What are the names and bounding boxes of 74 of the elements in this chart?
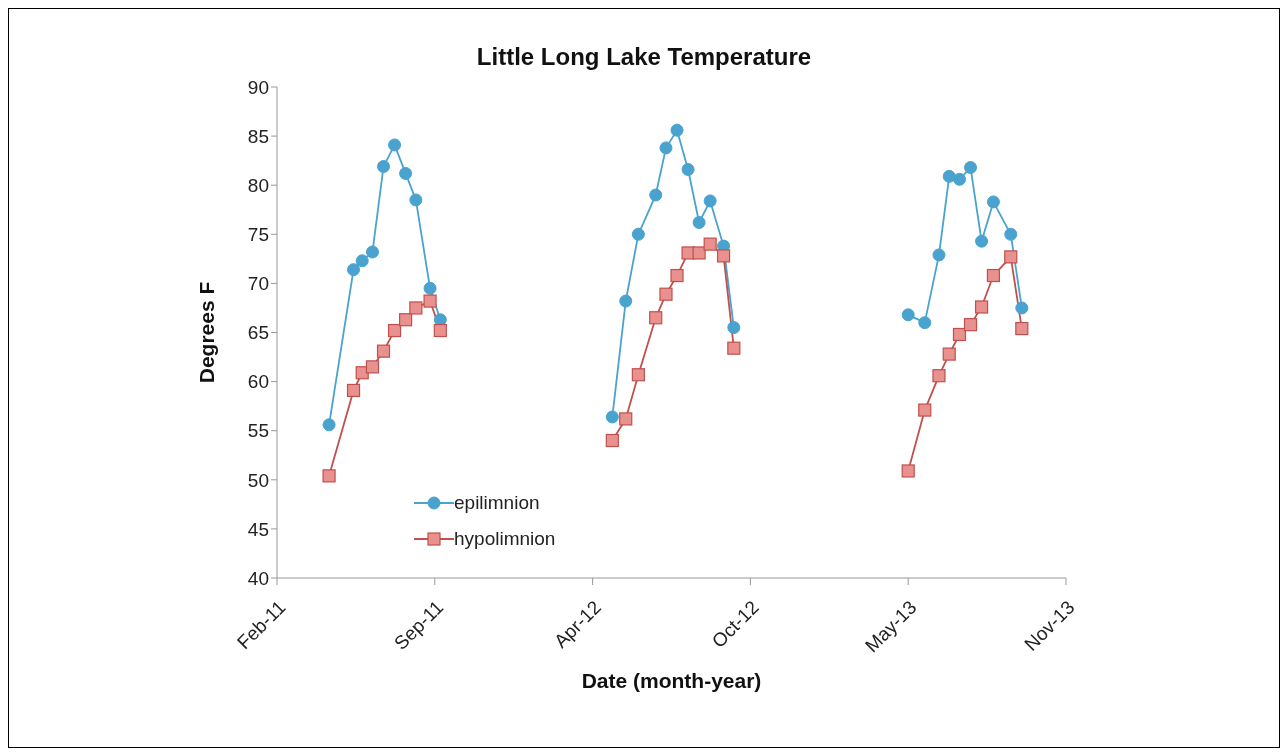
point [952,172,966,186]
y-tick-label: 70 [247,273,269,295]
point [365,360,380,374]
point [659,141,673,155]
point [918,316,932,330]
point [399,313,413,327]
y-tick-label: 50 [247,469,269,491]
point [605,433,619,448]
point [1015,321,1029,336]
y-tick-label: 55 [247,420,269,442]
point [355,254,369,268]
point [1004,227,1018,241]
point [986,268,1001,283]
point [974,300,989,314]
y-tick-label: 75 [247,224,269,246]
point [619,412,633,426]
point [1004,250,1018,264]
point [901,308,915,322]
point [433,323,447,338]
point [963,318,978,332]
point [377,160,391,174]
point [952,327,967,342]
point [423,294,437,308]
y-tick-label: 60 [247,371,269,393]
point [409,301,423,315]
point [964,161,978,175]
chart-title: Little Long Lake Temperature [475,43,813,71]
point [932,248,946,262]
y-tick-label: 80 [247,174,269,196]
point [322,469,336,483]
point [986,195,1000,209]
y-tick-label: 65 [247,322,269,344]
point [649,311,663,325]
point [322,418,336,432]
point [975,234,989,248]
point [1015,301,1029,315]
point [631,368,645,382]
legend-label: hypolimnion [454,528,556,550]
y-axis-title: Degrees F [195,281,219,384]
y-tick-label: 85 [247,125,269,147]
point [365,245,379,259]
point [423,281,437,295]
point [670,123,684,137]
point [932,369,946,383]
point [703,194,717,208]
point [376,344,391,358]
point [918,403,932,417]
point [727,321,741,335]
point [901,464,915,478]
x-axis-title: Date (month-year) [581,669,762,692]
point [605,410,619,424]
y-tick-label: 45 [247,518,269,540]
point [670,268,684,283]
point [659,287,673,301]
legend-label: epilimnion [454,492,540,514]
point [387,323,402,338]
point [346,383,361,398]
point [409,193,423,207]
point [942,169,956,183]
point [942,347,956,361]
point [649,188,663,202]
y-tick-label: 40 [247,567,269,589]
point [692,246,706,260]
point [681,162,695,176]
point [399,166,413,180]
point [388,138,402,152]
y-tick-label: 90 [247,76,269,98]
point [716,249,731,263]
point [347,263,361,277]
point [692,216,706,230]
point [727,341,741,355]
point [631,227,645,241]
point [619,294,633,308]
point [703,237,717,251]
